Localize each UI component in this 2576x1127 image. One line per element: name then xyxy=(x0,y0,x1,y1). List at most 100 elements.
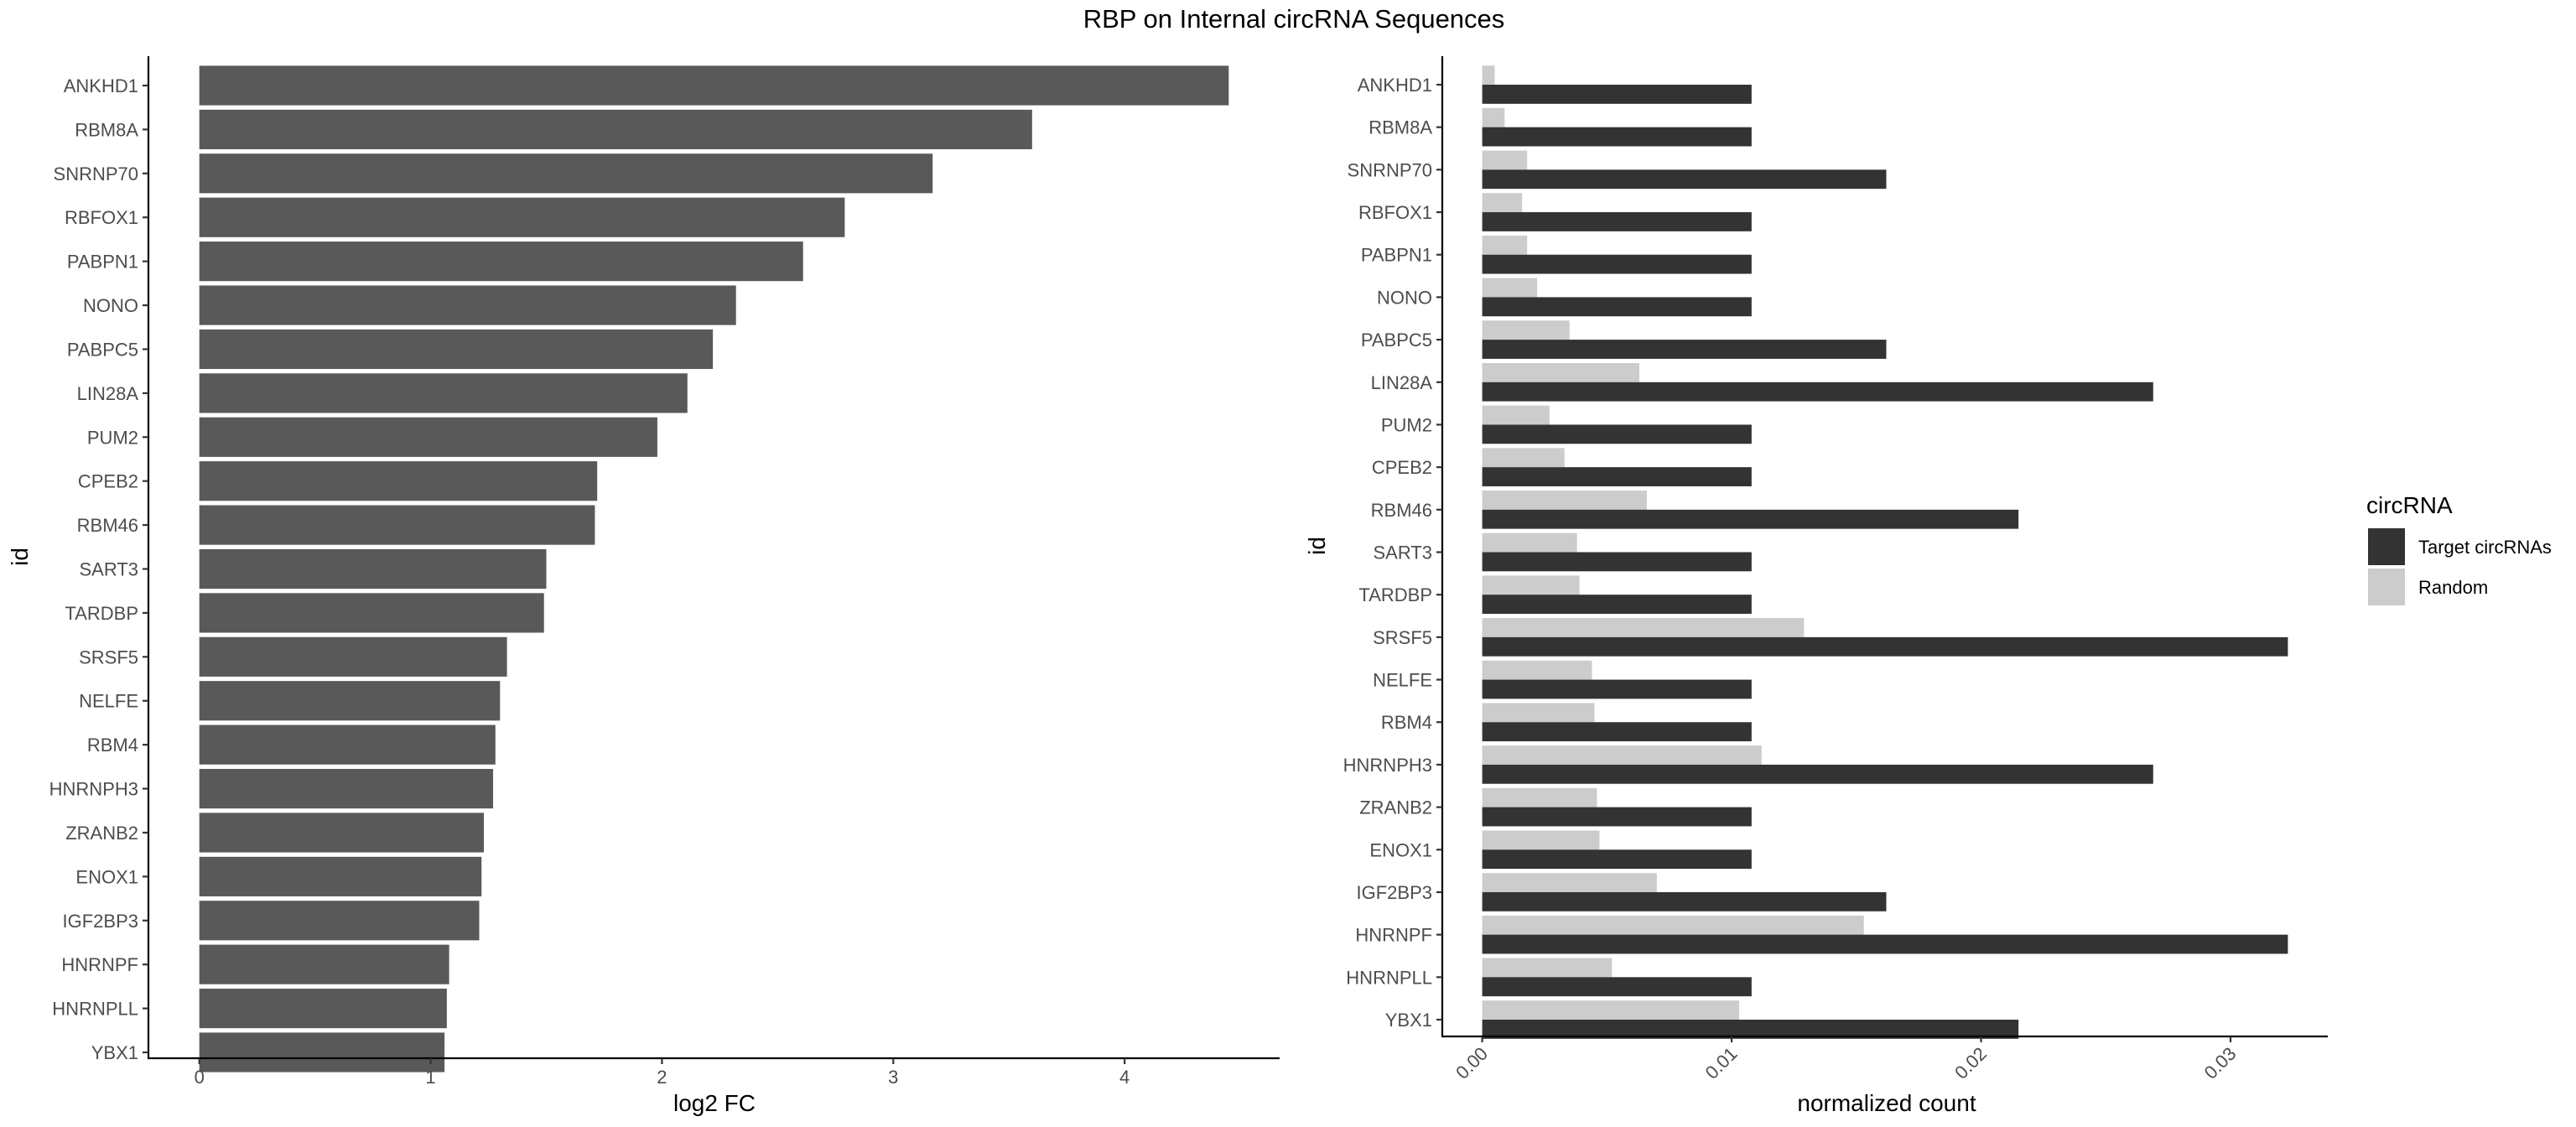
bar-random-sart3 xyxy=(1482,532,1577,553)
bar-hnrnpf xyxy=(199,944,449,984)
bar-pabpn1 xyxy=(199,242,803,282)
y-tick-label-rbm46: RBM46 xyxy=(1371,500,1432,521)
bar-ankhd1 xyxy=(199,65,1229,106)
bar-igf2bp3 xyxy=(199,901,480,941)
bar-target-nono xyxy=(1482,297,1752,317)
y-tick-label-rbm46: RBM46 xyxy=(77,515,138,536)
left-y-axis-title: id xyxy=(7,548,33,566)
right-y-axis-title: id xyxy=(1304,537,1330,555)
y-tick-label-lin28a: LIN28A xyxy=(77,383,139,404)
bar-target-hnrnpll xyxy=(1482,977,1752,997)
y-tick-label-pum2: PUM2 xyxy=(87,427,138,448)
bar-sart3 xyxy=(199,548,547,589)
y-tick-label-pabpn1: PABPN1 xyxy=(67,252,138,273)
bar-target-pabpc5 xyxy=(1482,340,1887,359)
bar-rbm4 xyxy=(199,724,496,765)
bar-nono xyxy=(199,285,736,325)
bar-target-ybx1 xyxy=(1482,1020,2019,1039)
bar-random-igf2bp3 xyxy=(1482,873,1657,892)
y-tick-label-zranb2: ZRANB2 xyxy=(65,823,138,844)
bar-rbm46 xyxy=(199,505,595,545)
y-tick-label-srsf5: SRSF5 xyxy=(1373,627,1432,648)
y-tick-label-hnrnpf: HNRNPF xyxy=(1355,925,1432,946)
right-x-axis-title: normalized count xyxy=(1797,1090,1976,1116)
y-tick-label-tardbp: TARDBP xyxy=(65,603,138,624)
y-tick-label-hnrnpll: HNRNPLL xyxy=(52,999,138,1020)
legend-label-target-circrnas: Target circRNAs xyxy=(2418,537,2552,558)
y-tick-label-pum2: PUM2 xyxy=(1381,414,1432,435)
y-tick-label-hnrnpf: HNRNPF xyxy=(61,954,138,975)
bar-target-rbm8a xyxy=(1482,127,1752,147)
bar-random-lin28a xyxy=(1482,362,1639,382)
bar-target-pabpn1 xyxy=(1482,254,1752,274)
y-tick-label-sart3: SART3 xyxy=(79,559,138,580)
bar-random-tardbp xyxy=(1482,575,1580,595)
y-tick-label-rbfox1: RBFOX1 xyxy=(1358,202,1432,223)
x-tick-label: 0.01 xyxy=(1701,1043,1742,1083)
bar-random-ybx1 xyxy=(1482,1000,1739,1020)
bar-target-rbm4 xyxy=(1482,722,1752,742)
y-tick-label-nono: NONO xyxy=(1377,287,1432,308)
bar-snrnp70 xyxy=(199,153,933,194)
bar-random-snrnp70 xyxy=(1482,150,1528,170)
bar-enox1 xyxy=(199,856,482,896)
y-tick-label-ankhd1: ANKHD1 xyxy=(64,75,138,96)
bar-random-cpeb2 xyxy=(1482,448,1565,468)
bar-random-zranb2 xyxy=(1482,787,1597,808)
x-tick-label: 4 xyxy=(1119,1067,1130,1088)
y-tick-label-rbm4: RBM4 xyxy=(87,735,138,756)
bar-ybx1 xyxy=(199,1032,445,1072)
x-tick-label: 0 xyxy=(195,1067,205,1088)
y-tick-label-igf2bp3: IGF2BP3 xyxy=(63,911,138,932)
bar-pum2 xyxy=(199,417,657,457)
y-tick-label-lin28a: LIN28A xyxy=(1371,372,1433,393)
y-tick-label-zranb2: ZRANB2 xyxy=(1359,797,1432,818)
bar-random-hnrnpf xyxy=(1482,915,1864,935)
bar-random-pum2 xyxy=(1482,405,1550,425)
bar-target-cpeb2 xyxy=(1482,467,1752,486)
y-tick-label-snrnp70: SNRNP70 xyxy=(54,164,138,184)
log2fc-bars xyxy=(199,65,1229,1072)
left-x-axis-title: log2 FC xyxy=(673,1090,756,1116)
y-tick-label-sart3: SART3 xyxy=(1373,543,1432,564)
legend: circRNA Target circRNAs Random xyxy=(2366,492,2552,605)
x-tick-label: 0.00 xyxy=(1452,1043,1492,1083)
bar-hnrnph3 xyxy=(199,768,494,809)
y-tick-label-ankhd1: ANKHD1 xyxy=(1358,75,1432,96)
bar-target-enox1 xyxy=(1482,849,1752,870)
bar-cpeb2 xyxy=(199,461,598,501)
y-tick-label-nono: NONO xyxy=(83,295,138,316)
bar-pabpc5 xyxy=(199,329,714,370)
bar-random-rbm46 xyxy=(1482,491,1647,510)
y-tick-label-rbm4: RBM4 xyxy=(1381,712,1432,733)
x-tick-label: 3 xyxy=(888,1067,898,1088)
legend-swatch-target-circrnas xyxy=(2368,528,2405,565)
bar-target-rbm46 xyxy=(1482,509,2019,529)
bar-hnrnpll xyxy=(199,989,447,1029)
bar-random-enox1 xyxy=(1482,830,1600,850)
normalized-count-bar-chart: ANKHD1 RBM8A SNRNP70 RBFOX1 PABPN1 NONO PABPC5… xyxy=(1304,56,2328,1116)
bar-random-pabpc5 xyxy=(1482,320,1570,340)
y-tick-label-pabpc5: PABPC5 xyxy=(67,339,138,360)
y-tick-label-enox1: ENOX1 xyxy=(75,866,138,887)
y-tick-label-snrnp70: SNRNP70 xyxy=(1348,159,1432,180)
y-tick-label-rbfox1: RBFOX1 xyxy=(65,207,138,228)
y-tick-label-pabpn1: PABPN1 xyxy=(1361,245,1432,266)
log2fc-bar-chart: ANKHD1 RBM8A SNRNP70 RBFOX1 PABPN1 NONO PABPC5… xyxy=(7,56,1280,1116)
bar-random-hnrnpll xyxy=(1482,958,1613,978)
bar-tardbp xyxy=(199,593,544,633)
bar-target-zranb2 xyxy=(1482,807,1752,827)
bar-lin28a xyxy=(199,373,688,413)
y-tick-label-nelfe: NELFE xyxy=(79,691,138,712)
x-tick-label: 2 xyxy=(657,1067,667,1088)
legend-swatch-random xyxy=(2368,569,2405,605)
bar-random-nelfe xyxy=(1482,660,1592,680)
bar-target-ankhd1 xyxy=(1482,85,1752,104)
bar-target-nelfe xyxy=(1482,679,1752,699)
y-tick-label-hnrnpll: HNRNPLL xyxy=(1346,967,1432,988)
y-tick-label-cpeb2: CPEB2 xyxy=(78,471,138,492)
left-x-axis-ticks: 0 1 2 3 4 xyxy=(195,1058,1130,1088)
bar-random-hnrnph3 xyxy=(1482,745,1762,765)
y-tick-label-ybx1: YBX1 xyxy=(91,1042,138,1063)
